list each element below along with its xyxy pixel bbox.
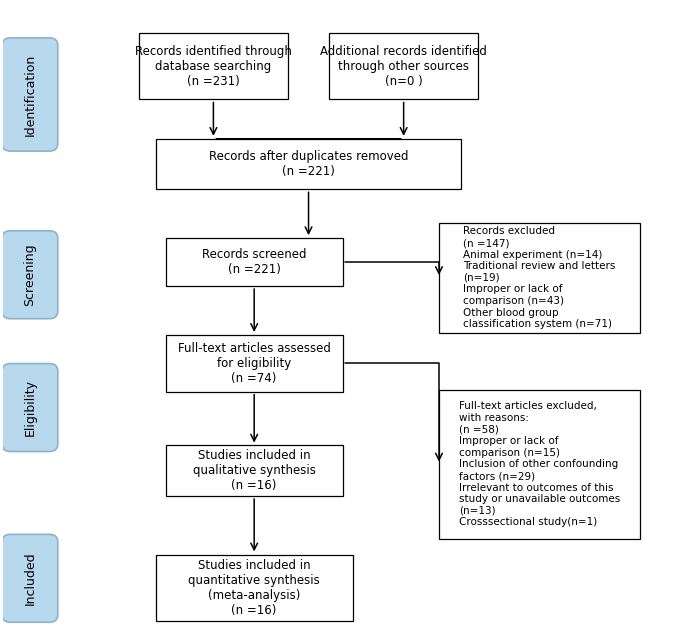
Text: Included: Included: [23, 551, 36, 605]
Text: Records identified through
database searching
(n =231): Records identified through database sear…: [135, 45, 292, 87]
Text: Screening: Screening: [23, 244, 36, 306]
Text: Studies included in
quantitative synthesis
(meta-analysis)
(n =16): Studies included in quantitative synthes…: [188, 559, 320, 617]
FancyBboxPatch shape: [329, 33, 478, 100]
FancyBboxPatch shape: [166, 445, 342, 496]
FancyBboxPatch shape: [166, 239, 342, 286]
Text: Studies included in
qualitative synthesis
(n =16): Studies included in qualitative synthesi…: [192, 449, 316, 493]
FancyBboxPatch shape: [439, 390, 640, 538]
Text: Eligibility: Eligibility: [23, 379, 36, 436]
Text: Records after duplicates removed
(n =221): Records after duplicates removed (n =221…: [209, 150, 408, 178]
FancyBboxPatch shape: [138, 33, 288, 100]
Text: Records screened
(n =221): Records screened (n =221): [202, 248, 306, 276]
Text: Additional records identified
through other sources
(n=0 ): Additional records identified through ot…: [320, 45, 487, 87]
Text: Identification: Identification: [23, 54, 36, 136]
FancyBboxPatch shape: [155, 138, 462, 189]
FancyBboxPatch shape: [155, 554, 353, 621]
FancyBboxPatch shape: [2, 38, 58, 151]
FancyBboxPatch shape: [166, 335, 342, 392]
Text: Full-text articles assessed
for eligibility
(n =74): Full-text articles assessed for eligibil…: [177, 342, 331, 385]
Text: Records excluded
(n =147)
Animal experiment (n=14)
Traditional review and letter: Records excluded (n =147) Animal experim…: [463, 226, 616, 329]
FancyBboxPatch shape: [2, 535, 58, 622]
FancyBboxPatch shape: [2, 364, 58, 452]
FancyBboxPatch shape: [439, 223, 640, 333]
FancyBboxPatch shape: [2, 231, 58, 319]
Text: Full-text articles excluded,
with reasons:
(n =58)
Improper or lack of
compariso: Full-text articles excluded, with reason…: [459, 401, 620, 528]
